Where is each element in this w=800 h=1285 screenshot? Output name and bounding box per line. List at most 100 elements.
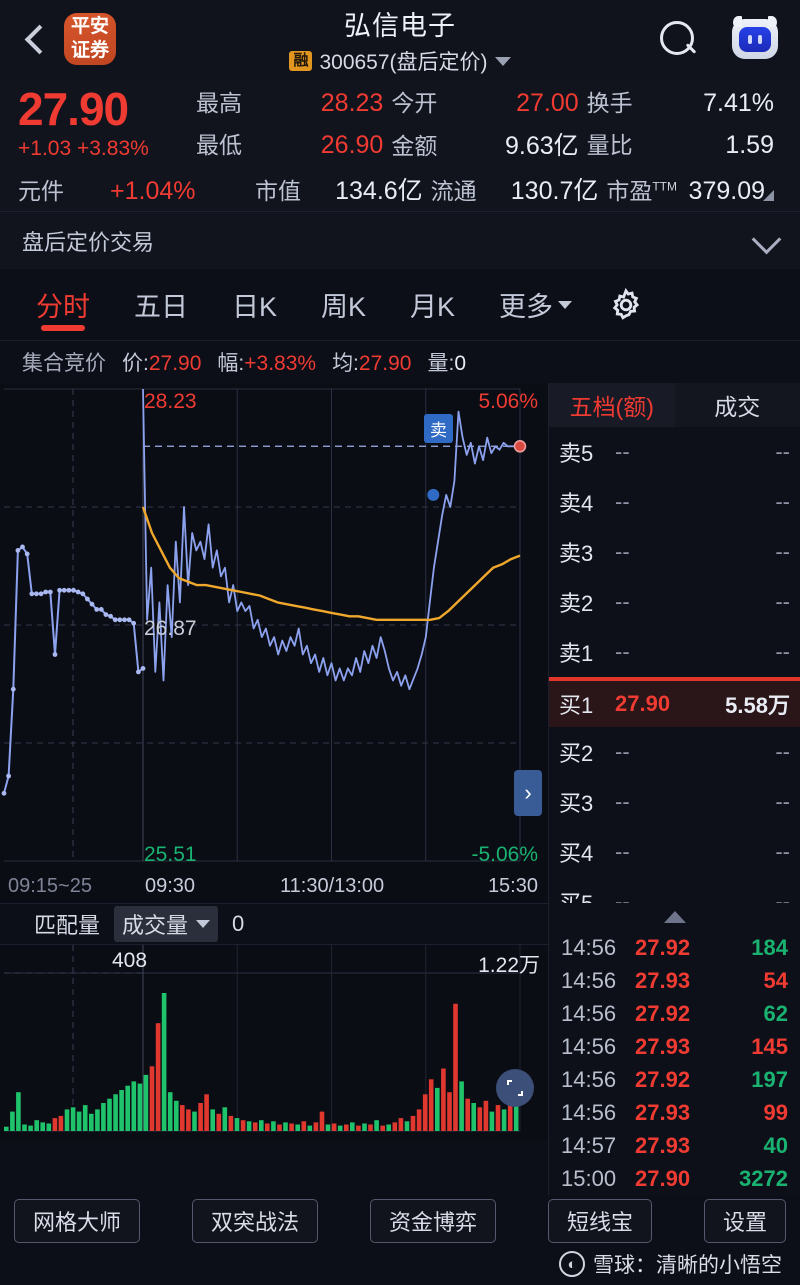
tab-weekly-k[interactable]: 周K bbox=[321, 292, 367, 322]
volume-header: 匹配量 成交量 0 bbox=[0, 903, 548, 945]
metrics-line-1: 最高 28.23 今开 27.00 换手 7.41% bbox=[196, 84, 782, 118]
metric-float: 流通 130.7亿 bbox=[431, 171, 607, 207]
volume-select-label: 成交量 bbox=[122, 913, 189, 938]
volume-indicator-select[interactable]: 成交量 bbox=[114, 906, 219, 942]
sector-label[interactable]: 元件 bbox=[18, 178, 64, 204]
gear-icon[interactable] bbox=[608, 287, 644, 323]
level-price: -- bbox=[615, 639, 630, 664]
order-book-tabs: 五档(额) 成交 bbox=[549, 383, 800, 427]
list-item[interactable]: 14:56 27.92 62 bbox=[549, 997, 800, 1030]
tick-volume: 3272 bbox=[739, 1165, 788, 1191]
metric-value: 7.41% bbox=[703, 89, 774, 117]
table-row[interactable]: 买2 -- -- bbox=[549, 727, 800, 777]
tick-price: 27.93 bbox=[635, 1132, 691, 1158]
metric-marketcap: 市值 134.6亿 bbox=[255, 171, 431, 207]
chart-canvas bbox=[0, 383, 548, 903]
chevron-down-icon[interactable] bbox=[754, 229, 778, 253]
tick-price: 27.92 bbox=[635, 1066, 691, 1092]
tick-time: 14:56 bbox=[561, 1099, 617, 1125]
table-row[interactable]: 卖4 -- -- bbox=[549, 477, 800, 527]
tick-volume: 40 bbox=[763, 1132, 788, 1158]
chevron-down-icon[interactable] bbox=[494, 56, 511, 66]
list-item[interactable]: 14:56 27.93 99 bbox=[549, 1096, 800, 1129]
table-row[interactable]: 卖3 -- -- bbox=[549, 527, 800, 577]
level-label: 卖3 bbox=[559, 541, 594, 566]
chart-next-page-button[interactable]: › bbox=[514, 770, 542, 816]
tab-five-level[interactable]: 五档(额) bbox=[549, 383, 675, 427]
afterhours-trading-bar[interactable]: 盘后定价交易 bbox=[0, 211, 800, 269]
time-tick-close: 15:30 bbox=[487, 874, 538, 897]
metric-label: 流通 bbox=[430, 178, 477, 204]
time-tick-midday: 11:30/13:00 bbox=[280, 874, 385, 897]
table-row[interactable]: 卖1 -- -- bbox=[549, 627, 800, 677]
short-term-treasure-button[interactable]: 短线宝 bbox=[547, 1199, 652, 1243]
table-row[interactable]: 买1 27.90 5.58万 bbox=[549, 677, 800, 727]
search-icon[interactable] bbox=[658, 19, 698, 59]
metric-value: 26.90 bbox=[320, 131, 384, 159]
list-item[interactable]: 14:56 27.92 184 bbox=[549, 931, 800, 964]
robot-assistant-icon[interactable] bbox=[732, 16, 778, 59]
tab-fenshi[interactable]: 分时 bbox=[14, 269, 112, 340]
list-item[interactable]: 14:56 27.92 197 bbox=[549, 1063, 800, 1096]
tick-price: 27.90 bbox=[635, 1165, 691, 1191]
metric-value: 130.7亿 bbox=[510, 177, 599, 205]
list-item[interactable]: 15:00 27.90 3272 bbox=[549, 1162, 800, 1195]
tab-monthly-k[interactable]: 月K bbox=[410, 292, 456, 322]
volume-chart[interactable]: 408 1.22万 bbox=[0, 945, 548, 1141]
price-change: +1.03 +3.83% bbox=[18, 136, 196, 162]
table-row[interactable]: 卖2 -- -- bbox=[549, 577, 800, 627]
level-volume: -- bbox=[775, 439, 790, 464]
watermark-text: 雪球：清晰的小悟空 bbox=[593, 1254, 782, 1277]
table-row[interactable]: 卖5 -- -- bbox=[549, 427, 800, 477]
metric-label: 金额 bbox=[391, 133, 438, 159]
list-item[interactable]: 14:57 27.93 40 bbox=[549, 1129, 800, 1162]
tick-price: 27.93 bbox=[635, 967, 691, 993]
brand-line-1: 平安 bbox=[70, 16, 109, 37]
auction-info-line: 集合竞价 价:27.90 幅:+3.83% 均:27.90 量:0 bbox=[0, 341, 800, 383]
tab-more[interactable]: 更多 bbox=[477, 269, 594, 340]
tick-volume: 99 bbox=[763, 1099, 788, 1125]
level-label: 卖1 bbox=[559, 641, 594, 666]
tab-5day[interactable]: 五日 bbox=[134, 292, 188, 322]
metric-turnover: 换手 7.41% bbox=[587, 84, 782, 118]
metric-value: 1.59 bbox=[725, 131, 774, 159]
tick-volume: 184 bbox=[751, 934, 788, 960]
level-price: -- bbox=[615, 839, 630, 864]
back-chevron-icon[interactable] bbox=[22, 22, 48, 56]
header-actions bbox=[658, 16, 778, 59]
tab-trades[interactable]: 成交 bbox=[674, 383, 800, 427]
level-volume: -- bbox=[775, 539, 790, 564]
double-breakout-button[interactable]: 双突战法 bbox=[191, 1199, 318, 1243]
metric-high: 最高 28.23 bbox=[196, 84, 391, 118]
tick-time: 14:57 bbox=[561, 1132, 617, 1158]
level-volume: -- bbox=[775, 639, 790, 664]
metric-open: 今开 27.00 bbox=[391, 84, 586, 118]
tab-daily-k[interactable]: 日K bbox=[232, 292, 278, 322]
level-volume: -- bbox=[775, 789, 790, 814]
tick-price: 27.93 bbox=[635, 1033, 691, 1059]
change-absolute: +1.03 bbox=[18, 137, 72, 160]
tick-time: 14:56 bbox=[561, 1033, 617, 1059]
list-item[interactable]: 14:56 27.93 54 bbox=[549, 964, 800, 997]
tick-price: 27.93 bbox=[635, 1099, 691, 1125]
expand-fullscreen-icon[interactable] bbox=[496, 1069, 534, 1107]
level-volume: -- bbox=[775, 739, 790, 764]
list-item[interactable]: 14:56 27.93 145 bbox=[549, 1030, 800, 1063]
metric-label: 量比 bbox=[586, 132, 633, 158]
capital-game-button[interactable]: 资金博弈 bbox=[369, 1199, 496, 1243]
triangle-up-icon[interactable] bbox=[549, 903, 800, 931]
broker-logo-badge[interactable]: 平安 证券 bbox=[64, 13, 116, 65]
table-row[interactable]: 买3 -- -- bbox=[549, 777, 800, 827]
level-price: -- bbox=[615, 539, 630, 564]
metric-pe: 市盈TTM 379.09 bbox=[606, 172, 782, 206]
level-volume: -- bbox=[775, 589, 790, 614]
app-header: 平安 证券 弘信电子 融 300657(盘后定价) bbox=[0, 0, 800, 78]
intraday-chart[interactable]: 28.23 5.06% 26.87 25.51 -5.06% 卖 09:15~2… bbox=[0, 383, 548, 903]
robot-eye-left bbox=[748, 34, 752, 44]
grid-master-button[interactable]: 网格大师 bbox=[14, 1199, 141, 1243]
table-row[interactable]: 买4 -- -- bbox=[549, 827, 800, 877]
level-volume: 5.58万 bbox=[725, 693, 790, 718]
settings-button[interactable]: 设置 bbox=[703, 1199, 786, 1243]
quote-panel: 27.90 +1.03 +3.83% 最高 28.23 今开 27.00 换手 … bbox=[0, 78, 800, 211]
watermark: ◐ 雪球：清晰的小悟空 bbox=[559, 1249, 782, 1279]
